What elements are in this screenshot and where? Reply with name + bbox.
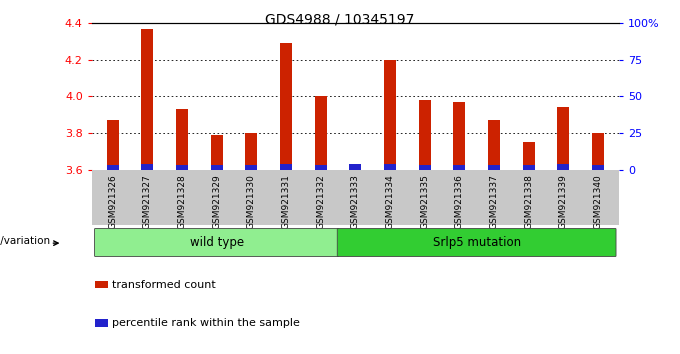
Text: Srlp5 mutation: Srlp5 mutation (432, 236, 521, 249)
Bar (384, 60, 396, 170)
Bar (245, 133, 257, 170)
FancyBboxPatch shape (337, 228, 616, 257)
Bar (488, 120, 500, 170)
Text: GSM921328: GSM921328 (177, 174, 186, 229)
Text: GSM921333: GSM921333 (351, 174, 360, 229)
Text: GSM921326: GSM921326 (108, 174, 117, 229)
Bar (107, 120, 119, 170)
Bar (592, 133, 604, 170)
Text: GSM921334: GSM921334 (386, 174, 394, 229)
Text: GSM921330: GSM921330 (247, 174, 256, 229)
Bar (315, 96, 326, 170)
Text: GSM921338: GSM921338 (524, 174, 533, 229)
Bar (211, 165, 222, 170)
Text: GSM921337: GSM921337 (490, 174, 498, 229)
Text: GSM921332: GSM921332 (316, 174, 325, 229)
Text: wild type: wild type (190, 236, 243, 249)
Text: GSM921327: GSM921327 (143, 174, 152, 229)
Text: GSM921335: GSM921335 (420, 174, 429, 229)
Text: GSM921331: GSM921331 (282, 174, 290, 229)
Bar (245, 165, 257, 170)
Bar (141, 164, 154, 170)
Text: GSM921329: GSM921329 (212, 174, 221, 229)
Bar (280, 164, 292, 170)
Bar (315, 165, 326, 170)
Bar (454, 165, 465, 170)
Bar (419, 165, 430, 170)
Bar (280, 43, 292, 170)
Bar (488, 165, 500, 170)
Text: transformed count: transformed count (112, 280, 216, 290)
Bar (350, 164, 361, 170)
Bar (141, 29, 154, 170)
Text: genotype/variation: genotype/variation (0, 236, 50, 246)
FancyBboxPatch shape (95, 228, 339, 257)
Bar (592, 165, 604, 170)
Text: GSM921339: GSM921339 (559, 174, 568, 229)
Text: GSM921336: GSM921336 (455, 174, 464, 229)
Bar (523, 165, 534, 170)
Bar (176, 109, 188, 170)
Bar (211, 135, 222, 170)
Bar (350, 168, 361, 170)
Bar (419, 100, 430, 170)
Text: GDS4988 / 10345197: GDS4988 / 10345197 (265, 12, 415, 27)
Bar (523, 142, 534, 170)
Bar (384, 164, 396, 170)
Bar (95, 281, 107, 288)
Bar (557, 108, 569, 170)
Bar (95, 319, 107, 326)
Text: GSM921340: GSM921340 (594, 174, 602, 229)
Bar (176, 165, 188, 170)
Bar (557, 164, 569, 170)
Bar (454, 102, 465, 170)
Text: percentile rank within the sample: percentile rank within the sample (112, 318, 301, 328)
Bar (107, 165, 119, 170)
